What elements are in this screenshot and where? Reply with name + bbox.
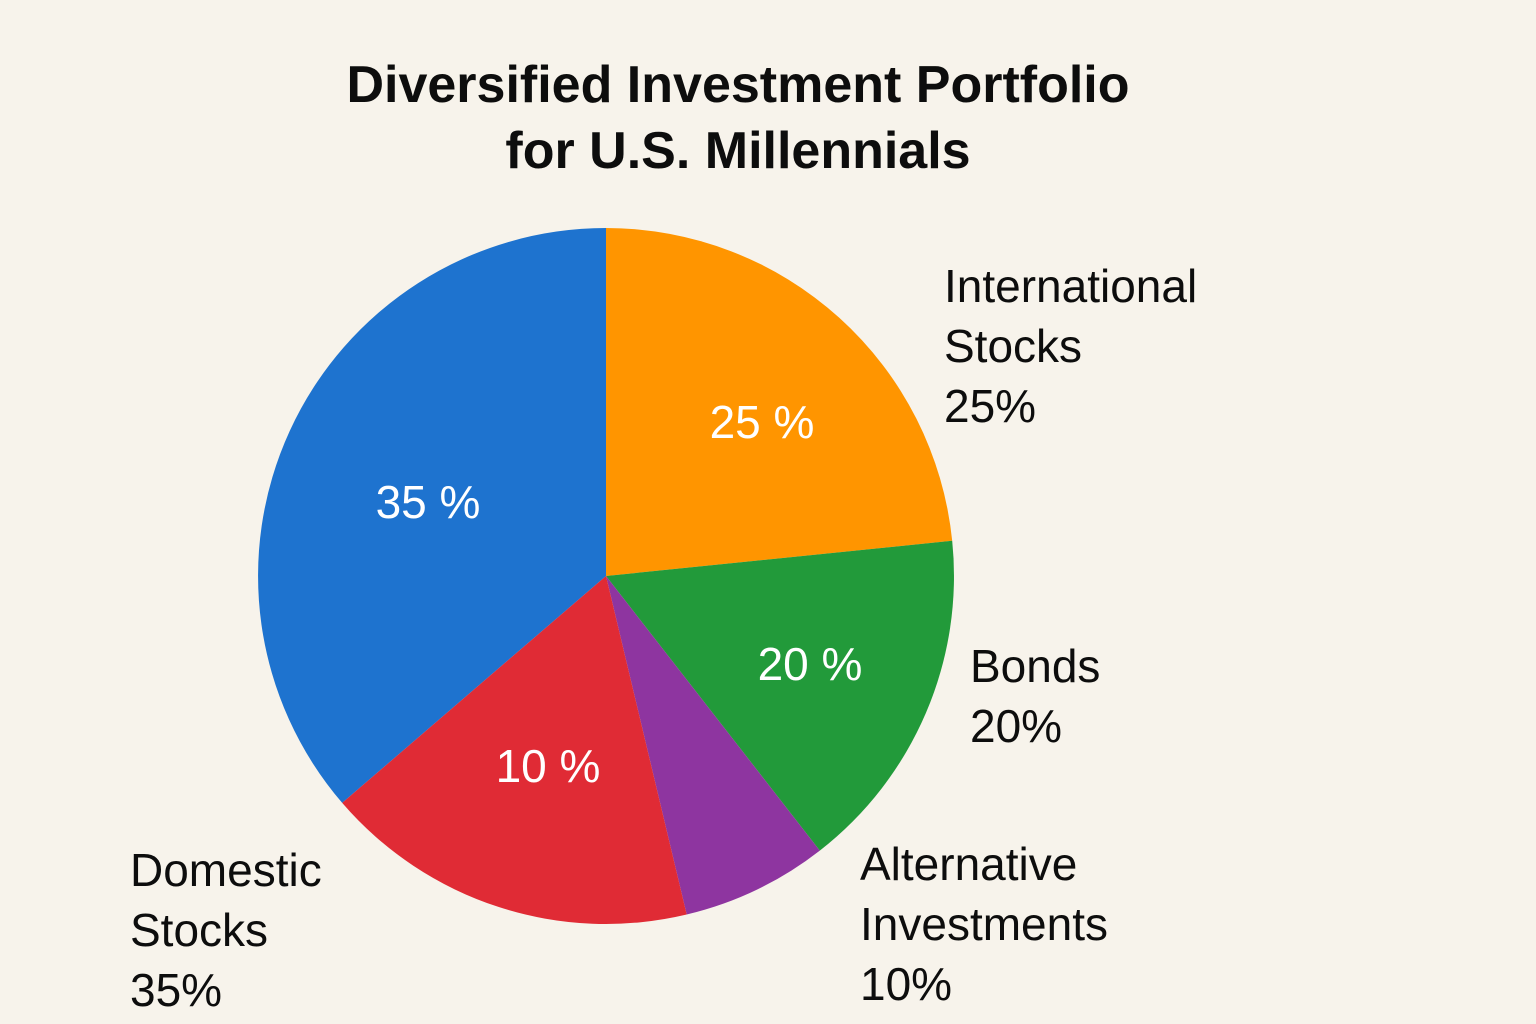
legend-international-value: 25% [944,380,1037,432]
legend-domestic-line1: Domestic [130,844,322,896]
slice-international-stocks [606,228,953,576]
legend-international-line2: Stocks [944,320,1083,372]
slice-label-international: 25 % [709,396,815,448]
legend-international-stocks: International Stocks 25% [944,256,1197,436]
slice-label-domestic: 35 % [375,476,481,528]
chart-title-line-1: Diversified Investment Portfolio [346,56,1130,114]
legend-domestic-line2: Stocks [130,904,269,956]
legend-alternative-line2: Investments [860,898,1108,950]
slice-label-red: 10 % [495,740,601,792]
legend-bonds: Bonds 20% [970,636,1100,756]
chart-title: Diversified Investment Portfolio for U.S… [0,52,1476,184]
legend-alternative-value: 10% [860,958,953,1010]
slice-domestic-stocks [258,228,606,803]
slice-label-bonds: 20 % [757,638,863,690]
chart-title-line-2: for U.S. Millennials [505,122,971,180]
legend-alternative-investments: Alternative Investments 10% [860,834,1108,1014]
legend-alternative-line1: Alternative [860,838,1078,890]
slice-red [342,576,687,924]
legend-domestic-value: 35% [130,964,223,1016]
legend-domestic-stocks: Domestic Stocks 35% [130,840,322,1020]
slice-bonds [606,540,954,851]
legend-international-line1: International [944,260,1198,312]
slice-alternative-investments [606,576,820,915]
legend-bonds-value: 20% [970,700,1063,752]
legend-bonds-line1: Bonds [970,640,1101,692]
